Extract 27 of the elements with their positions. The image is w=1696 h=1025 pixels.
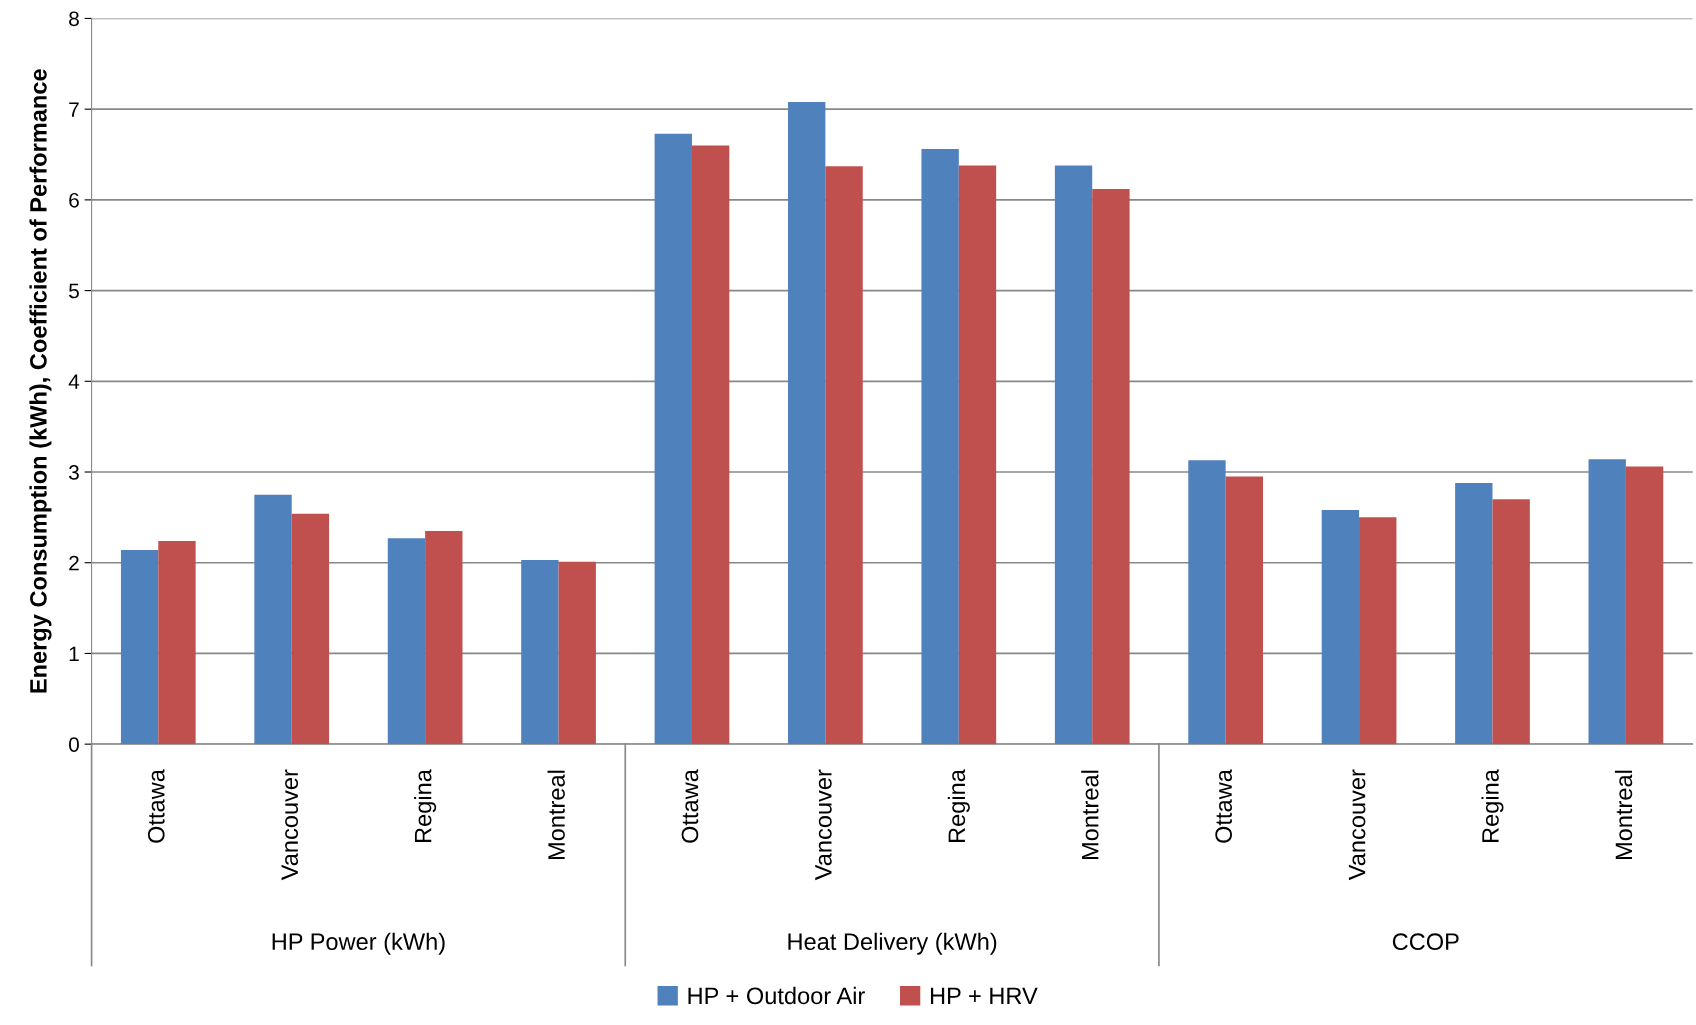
- y-tick-label: 0: [69, 737, 79, 752]
- x-tick-label: Regina: [947, 769, 970, 843]
- x-tick-label: Vancouver: [815, 769, 832, 881]
- y-tick-label: 1: [69, 646, 79, 661]
- text: Heat Delivery (kWh): [788, 932, 997, 955]
- y-tick-label: 4: [68, 374, 80, 389]
- y-tick-label: 7: [69, 102, 79, 117]
- text: CCOP: [1392, 933, 1459, 951]
- legend-label: HP + HRV: [930, 987, 1038, 1004]
- y-tick-label: 8: [69, 11, 79, 27]
- x-tick-label: Regina: [414, 769, 437, 843]
- x-tick-label: Vancouver: [1348, 769, 1366, 881]
- y-tick-label: 5: [69, 283, 79, 299]
- x-tick-label: Montreal: [1614, 770, 1633, 860]
- x-tick-label: Vancouver: [281, 769, 299, 881]
- x-tick-label: Montreal: [1081, 770, 1099, 860]
- x-tick-label: Montreal: [547, 770, 565, 860]
- x-tick-label: Ottawa: [681, 769, 699, 843]
- x-tick-label: Regina: [1481, 769, 1504, 843]
- y-axis-title: Energy Consumption (kWh), Coefficient of Performance: [29, 69, 52, 693]
- y-tick-label: 3: [68, 465, 79, 480]
- x-tick-label: Ottawa: [147, 769, 165, 843]
- x-tick-label: Ottawa: [1215, 769, 1232, 843]
- legend-label: HP + Outdoor Air: [688, 986, 865, 1005]
- y-tick-label: 6: [69, 192, 79, 208]
- y-tick-label: 2: [69, 555, 79, 571]
- text: HP Power (kWh): [272, 932, 445, 955]
